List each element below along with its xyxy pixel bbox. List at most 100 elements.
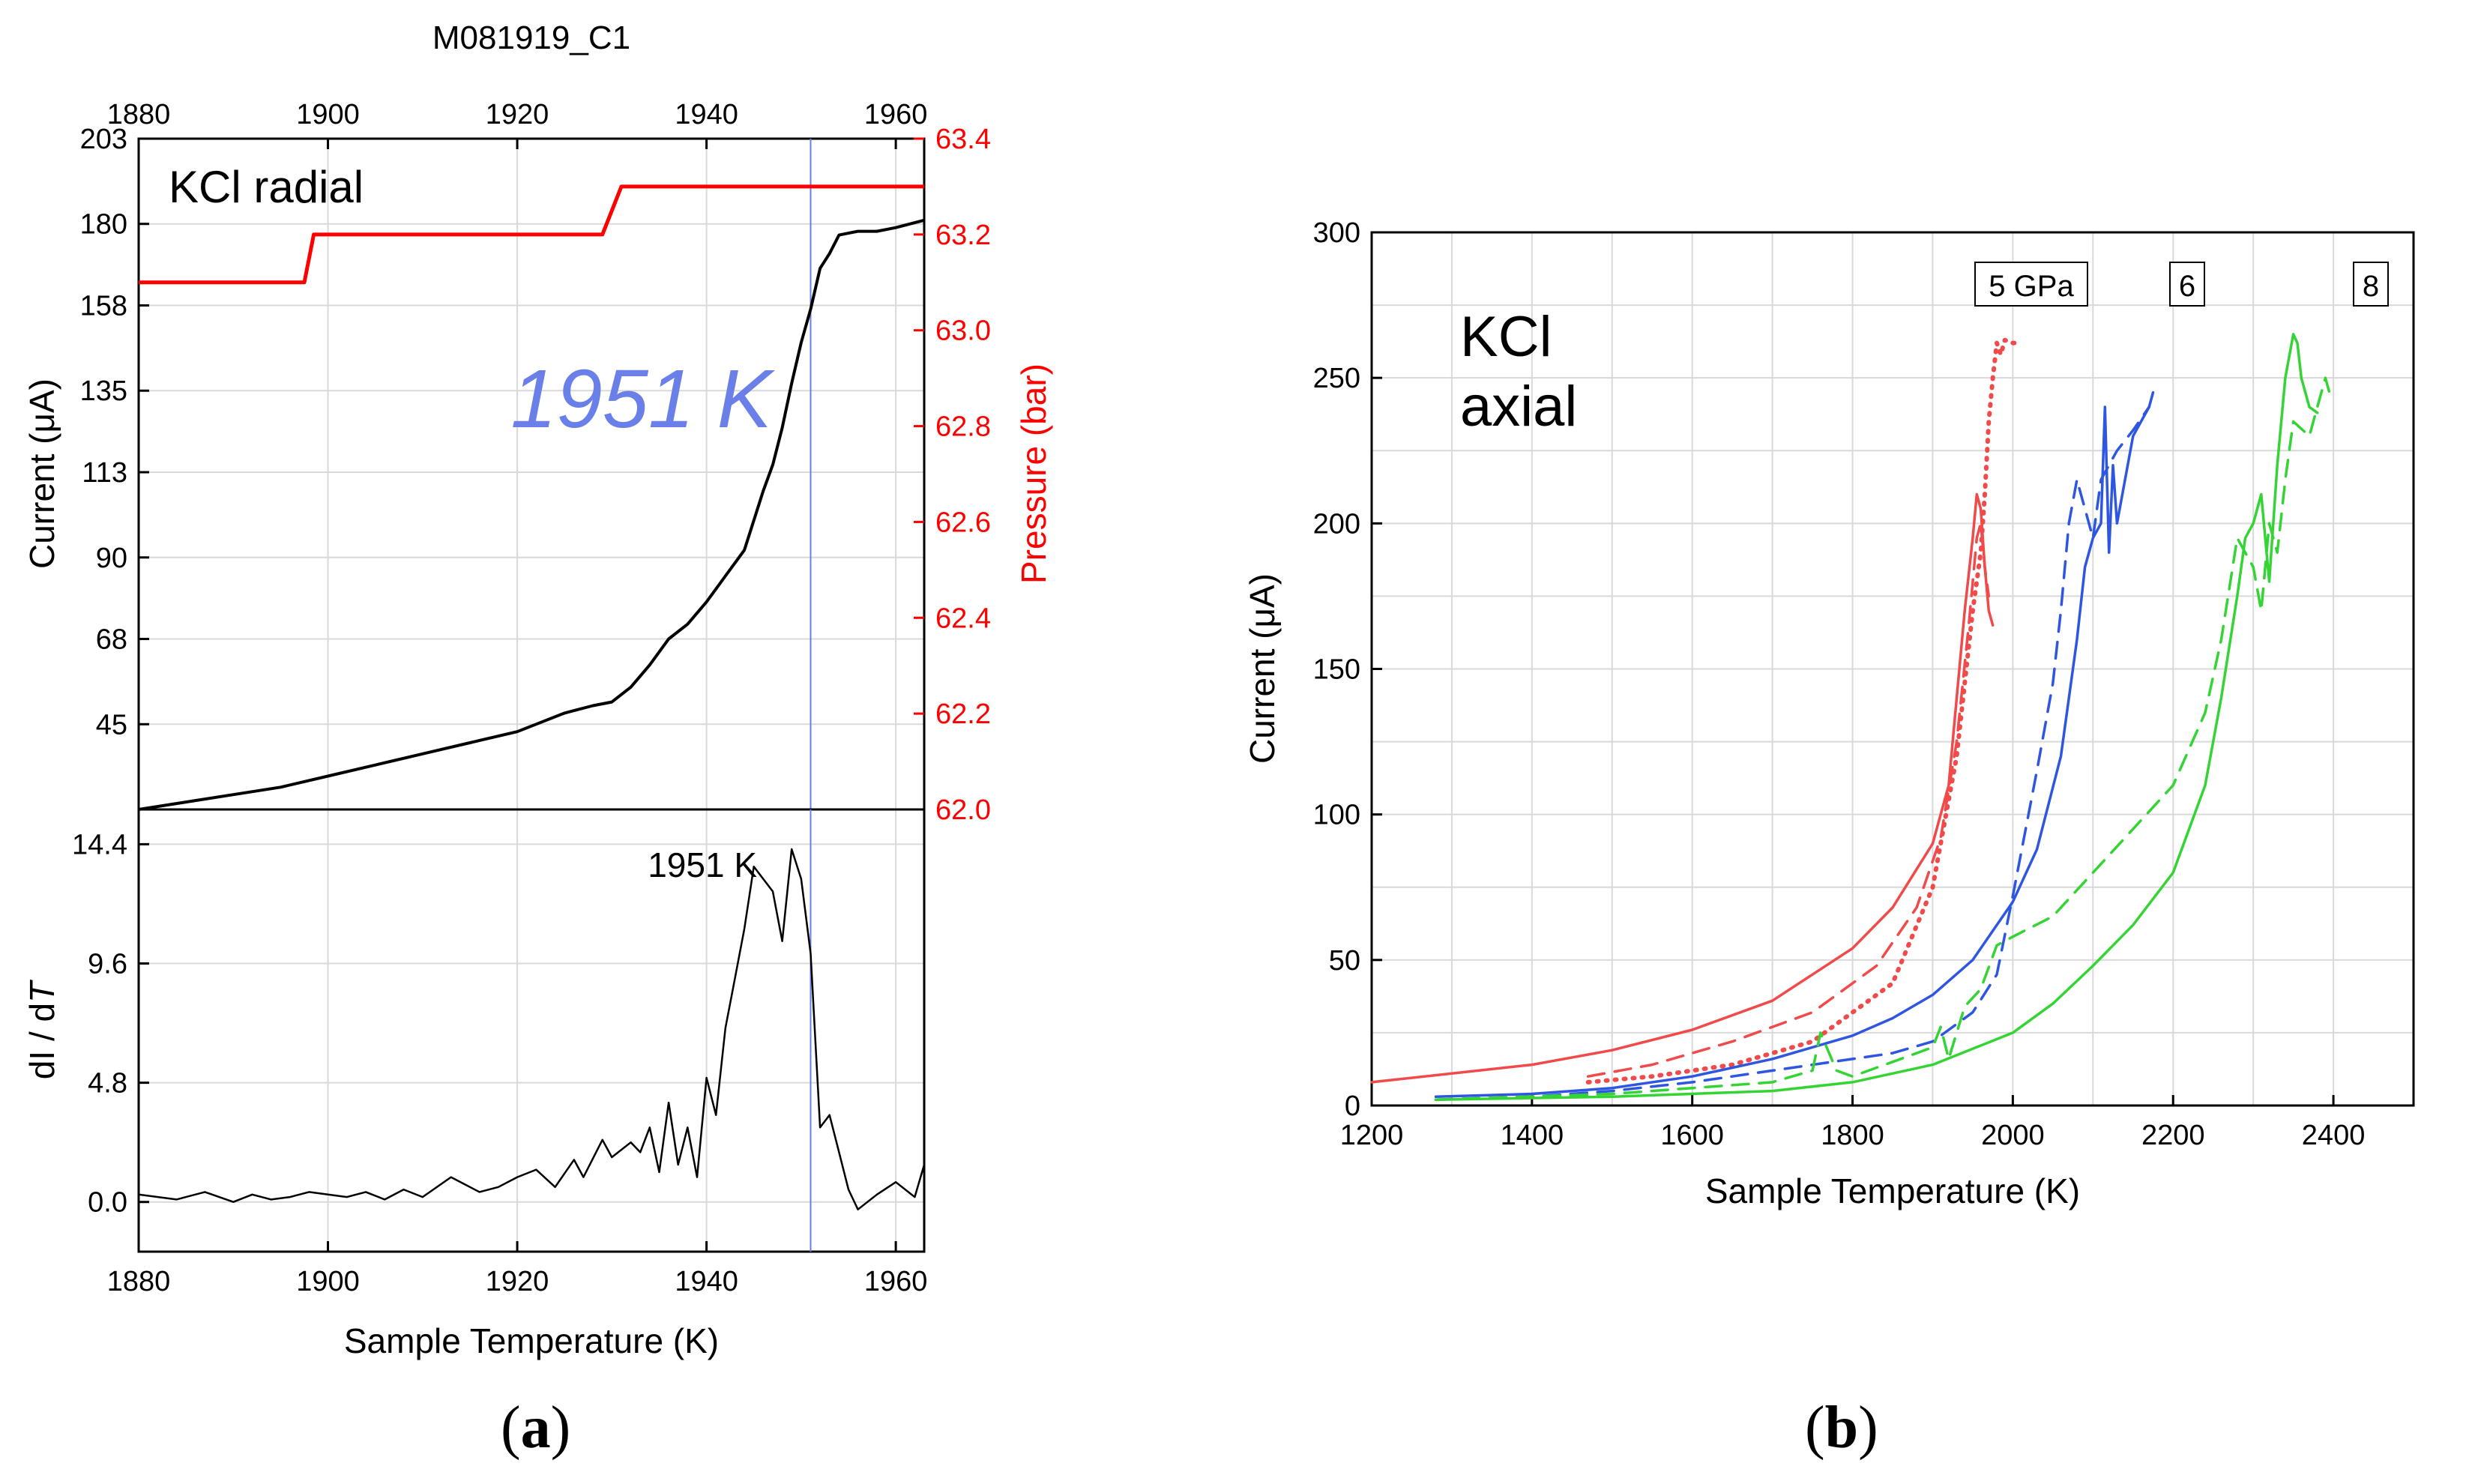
panel-label-a-letter: a — [520, 1395, 551, 1461]
chart-a-bottom: 1951 K dI / dT Sample Temperature (K) 18… — [22, 808, 927, 1360]
pressure-label-text: 6 — [2179, 270, 2195, 303]
chart-b-ticks: 1200 1400 1600 1800 2000 2200 2400 0 50 100 150 200… — [1313, 217, 2366, 1151]
x-tick-label: 1920 — [486, 1266, 549, 1297]
panel-label-a: (a) — [501, 1394, 570, 1462]
chart-a-top-frame — [137, 137, 926, 811]
y2-tick-label: 63.2 — [935, 220, 991, 251]
panel-label-b-letter: b — [1824, 1395, 1859, 1461]
y-tick-label: 45 — [96, 709, 127, 741]
x-tick-label: 1960 — [864, 99, 928, 130]
chart-b-pressure-labels: 5 GPa 6 8 — [1974, 262, 2389, 307]
y-tick-label: 180 — [80, 209, 127, 241]
y-tick-label: 68 — [96, 624, 127, 656]
x-tick-label: 2200 — [2141, 1120, 2205, 1151]
x-tick-label: 1600 — [1660, 1120, 1724, 1151]
y-tick-label: 0 — [1345, 1091, 1360, 1122]
panel-label-b: (b) — [1805, 1394, 1878, 1462]
chart-a-bottom-ylabel: dI / dT — [22, 980, 61, 1079]
pressure-label-1: 5 GPa — [1974, 262, 2088, 307]
y-tick-label: 50 — [1329, 945, 1360, 977]
chart-a-bottom-ylabel-italic: T — [22, 980, 61, 1003]
chart-b-annotation-line2: axial — [1460, 375, 1577, 438]
y2-tick-label: 63.4 — [935, 124, 991, 155]
chart-a-top-marker-label: 1951 K — [510, 353, 775, 445]
series-line-5-gpa-solid — [1370, 492, 1995, 1084]
y2-tick-label: 62.0 — [935, 794, 991, 826]
y2-tick-label: 62.2 — [935, 699, 991, 730]
y2-tick-label: 63.0 — [935, 316, 991, 347]
x-tick-label: 1960 — [864, 1266, 928, 1297]
chart-b: KCl axial Current (μA) Sample Temperatur… — [1243, 217, 2415, 1210]
x-tick-label: 1920 — [486, 99, 549, 130]
chart-a-top-y2label: Pressure (bar) — [1014, 364, 1053, 584]
x-tick-label: 1400 — [1501, 1120, 1564, 1151]
series-line-current — [138, 218, 925, 811]
panel-label-a-open: ( — [501, 1395, 521, 1461]
chart-a-top-marks — [138, 139, 925, 811]
y-tick-label: 100 — [1313, 800, 1360, 831]
x-tick-label: 1940 — [675, 1266, 738, 1297]
series-line-5-gpa-dotted — [1585, 337, 2024, 1085]
chart-a-top: M081919_C1 KCl radial 1951 K Current (μA… — [22, 19, 1053, 826]
y-tick-label: 200 — [1313, 508, 1360, 540]
panel-label-b-close: ) — [1858, 1395, 1878, 1461]
x-tick-label: 1940 — [675, 99, 738, 130]
y-tick-label: 90 — [96, 543, 127, 574]
y2-tick-label: 62.6 — [935, 507, 991, 538]
panel-label-a-close: ) — [550, 1395, 571, 1461]
chart-a-top-annotation: KCl radial — [169, 162, 364, 212]
chart-a-top-ticks: 1880 1900 1920 1940 1960 45 68 90 113 135 158 180 20… — [80, 99, 991, 826]
chart-b-marks — [1370, 333, 2331, 1101]
x-tick-label: 1200 — [1340, 1120, 1404, 1151]
y-tick-label: 150 — [1313, 654, 1360, 686]
pressure-label-box — [1974, 262, 2088, 307]
chart-a-bottom-marks — [138, 809, 926, 1252]
y-tick-label: 4.8 — [88, 1068, 127, 1100]
pressure-label-3: 8 — [2353, 262, 2389, 307]
series-line-6-dashed — [1434, 405, 2150, 1101]
chart-a-bottom-ylabel-main: dI / d — [22, 1003, 61, 1079]
chart-a-top-grid — [138, 138, 924, 809]
chart-a-bottom-frame — [137, 808, 926, 1253]
series-line-6-solid — [1434, 390, 2155, 1099]
series-line-5-gpa-dashed — [1586, 522, 1991, 1078]
y-tick-label: 135 — [80, 375, 127, 407]
x-tick-label: 1880 — [107, 99, 171, 130]
chart-b-ylabel: Current (μA) — [1243, 573, 1282, 764]
y-tick-label: 250 — [1313, 363, 1360, 394]
x-tick-label: 2400 — [2302, 1120, 2366, 1151]
y-tick-label: 203 — [80, 124, 127, 155]
pressure-label-2: 6 — [2169, 262, 2205, 307]
y-tick-label: 300 — [1313, 217, 1360, 249]
pressure-label-text: 5 GPa — [1989, 270, 2074, 303]
x-tick-label: 1900 — [296, 99, 360, 130]
pressure-label-box — [2169, 262, 2205, 307]
chart-b-xlabel: Sample Temperature (K) — [1705, 1171, 2080, 1210]
y-tick-label: 0.0 — [88, 1187, 127, 1219]
chart-a-top-ylabel: Current (μA) — [22, 378, 61, 569]
y2-tick-label: 62.4 — [935, 603, 991, 634]
chart-b-annotation-line1: KCl — [1460, 305, 1552, 369]
series-line-derivative — [138, 848, 926, 1210]
y2-tick-label: 62.8 — [935, 411, 991, 443]
panel-label-b-open: ( — [1805, 1395, 1825, 1461]
x-tick-label: 2000 — [1981, 1120, 2045, 1151]
chart-a-top-title: M081919_C1 — [432, 19, 630, 56]
series-line-8-dashed — [1434, 376, 2331, 1101]
series-line-8-solid — [1434, 333, 2319, 1101]
y-tick-label: 113 — [82, 457, 127, 489]
chart-a-bottom-grid — [138, 809, 924, 1252]
series-line-pressure — [139, 184, 924, 285]
y-tick-label: 158 — [80, 291, 127, 322]
chart-a-bottom-marker-label: 1951 K — [648, 845, 757, 884]
pressure-label-box — [2353, 262, 2389, 307]
x-tick-label: 1900 — [296, 1266, 360, 1297]
x-tick-label: 1800 — [1821, 1120, 1884, 1151]
pressure-label-text: 8 — [2363, 270, 2379, 303]
y-tick-label: 14.4 — [72, 829, 127, 860]
x-tick-label: 1880 — [107, 1266, 171, 1297]
chart-a-bottom-ticks: 1880 1900 1920 1940 1960 0.0 4.8 9.6 14.4 — [72, 829, 927, 1297]
y-tick-label: 9.6 — [88, 949, 127, 980]
chart-a-bottom-xlabel: Sample Temperature (K) — [344, 1321, 719, 1360]
